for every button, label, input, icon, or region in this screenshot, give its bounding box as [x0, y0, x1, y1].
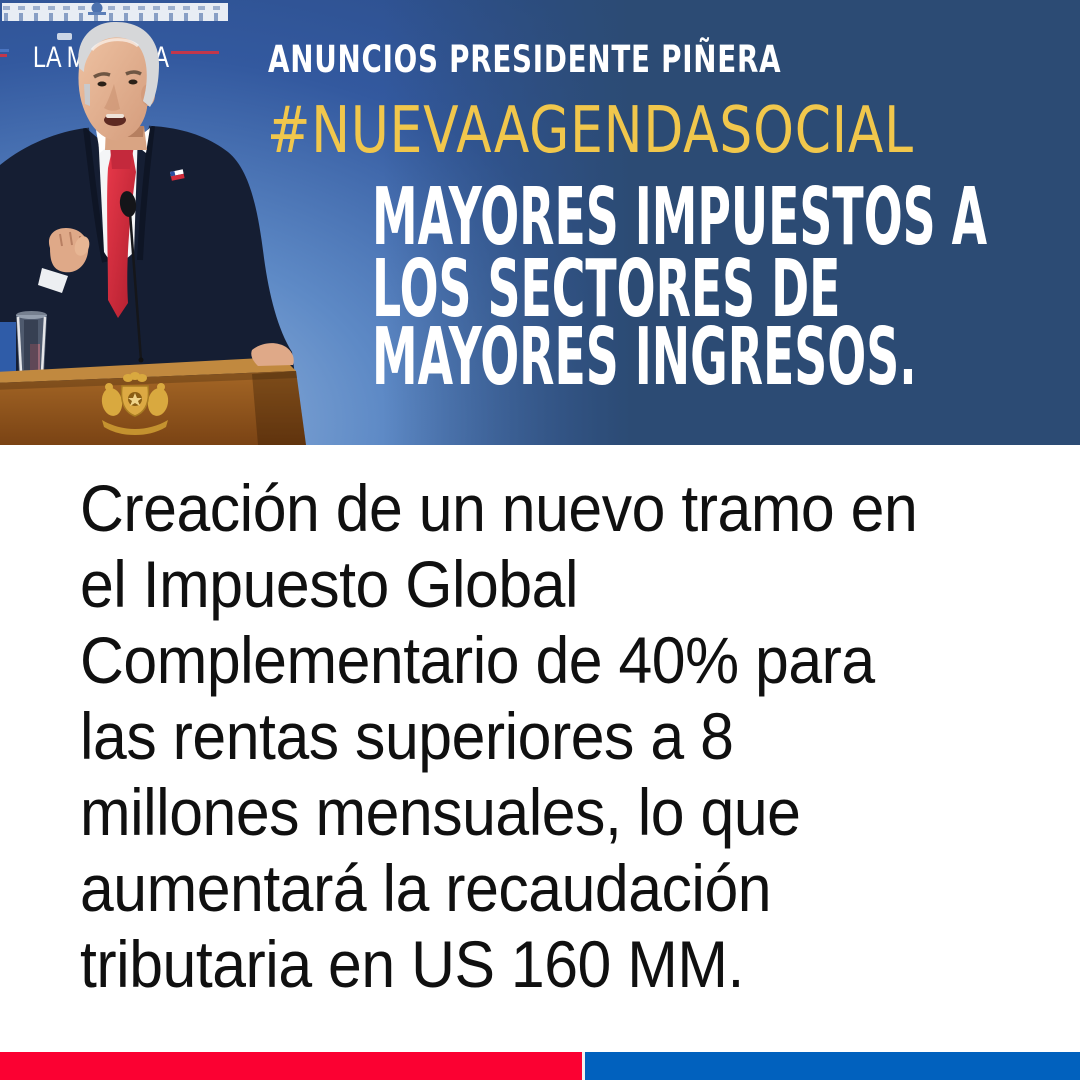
flag-bar-blue — [585, 1052, 1080, 1080]
headline-line: LOS SECTORES DE — [372, 243, 841, 335]
suit — [0, 126, 296, 384]
flag-bar — [0, 1052, 1080, 1080]
hand-on-podium — [251, 343, 294, 366]
flag-bar-divider — [582, 1052, 585, 1080]
hashtag: #NUEVAAGENDASOCIAL — [267, 99, 1066, 163]
header-banner: LA MONEDA — [0, 0, 1080, 445]
hair — [78, 21, 159, 107]
presidencia-caption-blob — [57, 33, 72, 40]
la-moneda-banner — [2, 2, 228, 21]
pinera-figure — [0, 21, 296, 384]
body-line: Complementario de 40% para — [80, 623, 875, 697]
eye — [97, 81, 107, 87]
kicker-text: ANUNCIOS PRESIDENTE PIÑERA — [268, 38, 782, 81]
body-section: Creación de un nuevo tramo en el Impuest… — [80, 470, 1030, 1002]
backdrop-red-dash — [0, 54, 7, 57]
tie-knot — [110, 146, 134, 169]
eye — [128, 79, 138, 85]
chile-flag-pin-icon — [170, 169, 185, 181]
chile-coat-of-arms-icon — [101, 372, 169, 435]
backdrop-blue-dash — [0, 49, 9, 52]
shirt-cuff — [38, 268, 68, 293]
body-line: tributaria en US 160 MM. — [80, 927, 744, 1001]
body-line: millones mensuales, lo que — [80, 775, 801, 849]
dome-icon — [91, 2, 103, 14]
microphone-icon — [119, 191, 144, 363]
body-line: aumentará la recaudación — [80, 851, 772, 925]
body-line: las rentas superiores a 8 — [80, 699, 734, 773]
headline-line: MAYORES IMPUESTOS A — [372, 171, 988, 263]
photo-pinera-podium: LA MONEDA — [0, 0, 660, 445]
flag-bar-red — [0, 1052, 582, 1080]
body-line: Creación de un nuevo tramo en — [80, 471, 918, 545]
headline-line: MAYORES INGRESOS. — [372, 311, 917, 403]
water-glass — [0, 311, 47, 374]
body-line: el Impuesto Global — [80, 547, 579, 621]
hashtag-text: #NUEVAAGENDASOCIAL — [267, 94, 914, 168]
kicker: ANUNCIOS PRESIDENTE PIÑERA — [268, 41, 952, 78]
red-accent-line — [171, 51, 219, 54]
